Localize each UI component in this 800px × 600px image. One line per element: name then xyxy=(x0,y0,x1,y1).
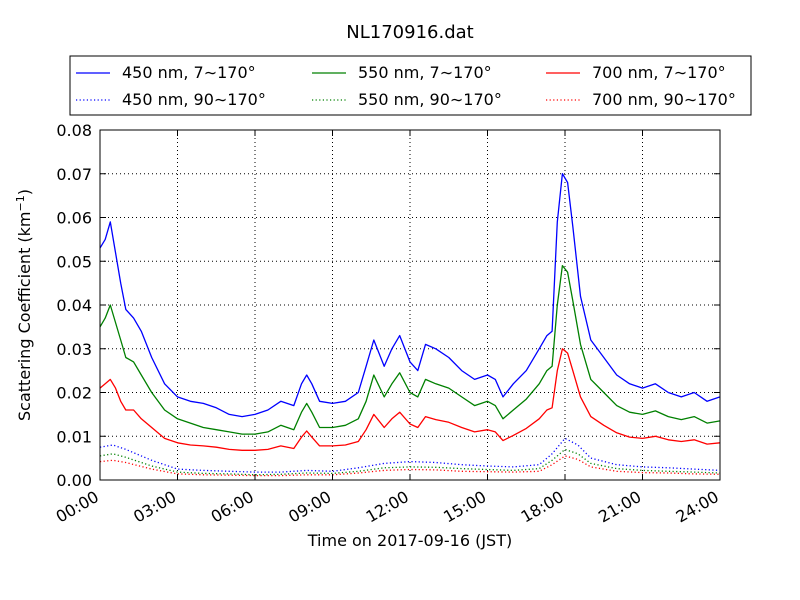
legend-label: 450 nm, 90∼170° xyxy=(122,90,266,109)
x-tick-label: 09:00 xyxy=(285,487,334,527)
x-tick-label: 15:00 xyxy=(440,487,489,527)
legend-frame xyxy=(69,55,752,116)
series-layer xyxy=(99,173,721,477)
y-tick-label: 0.02 xyxy=(56,384,92,403)
y-axis-label-text: Scattering Coefficient (km xyxy=(15,211,34,421)
legend: 450 nm, 7∼170° 550 nm, 7∼170° 700 nm, 7∼17… xyxy=(69,55,752,116)
x-tick-label: 21:00 xyxy=(595,487,644,527)
series-line-6 xyxy=(99,455,721,477)
y-axis-label-sup: −1 xyxy=(14,195,27,211)
legend-label: 550 nm, 7∼170° xyxy=(358,63,492,82)
x-tick-label: 24:00 xyxy=(673,487,722,527)
series-line-2 xyxy=(99,437,721,473)
chart-title: NL170916.dat xyxy=(346,22,473,43)
y-tick-label: 0.01 xyxy=(56,427,92,446)
x-tick-label: 00:00 xyxy=(53,487,102,527)
y-tick-label: 0.06 xyxy=(56,209,92,228)
x-tick-label: 12:00 xyxy=(363,487,412,527)
y-axis-label: Scattering Coefficient (km−1) xyxy=(14,189,34,421)
x-tick-label: 03:00 xyxy=(130,487,179,527)
y-tick-label: 0.08 xyxy=(56,121,92,140)
y-tick-label: 0.04 xyxy=(56,296,92,315)
y-tick-label: 0.03 xyxy=(56,340,92,359)
series-line-5 xyxy=(99,348,721,451)
legend-label: 550 nm, 90∼170° xyxy=(358,90,502,109)
y-axis-label-close: ) xyxy=(15,189,34,195)
legend-label: 700 nm, 90∼170° xyxy=(592,90,736,109)
legend-label: 700 nm, 7∼170° xyxy=(592,63,726,82)
y-tick-label: 0.05 xyxy=(56,252,92,271)
grid xyxy=(100,130,720,480)
series-line-3 xyxy=(99,264,721,435)
x-axis-label: Time on 2017-09-16 (JST) xyxy=(307,531,512,550)
x-tick-label: 06:00 xyxy=(208,487,257,527)
y-tick-label: 0.07 xyxy=(56,165,92,184)
legend-label: 450 nm, 7∼170° xyxy=(122,63,256,82)
y-tick-label: 0.00 xyxy=(56,471,92,490)
x-tick-label: 18:00 xyxy=(518,487,567,527)
series-line-1 xyxy=(99,173,721,418)
